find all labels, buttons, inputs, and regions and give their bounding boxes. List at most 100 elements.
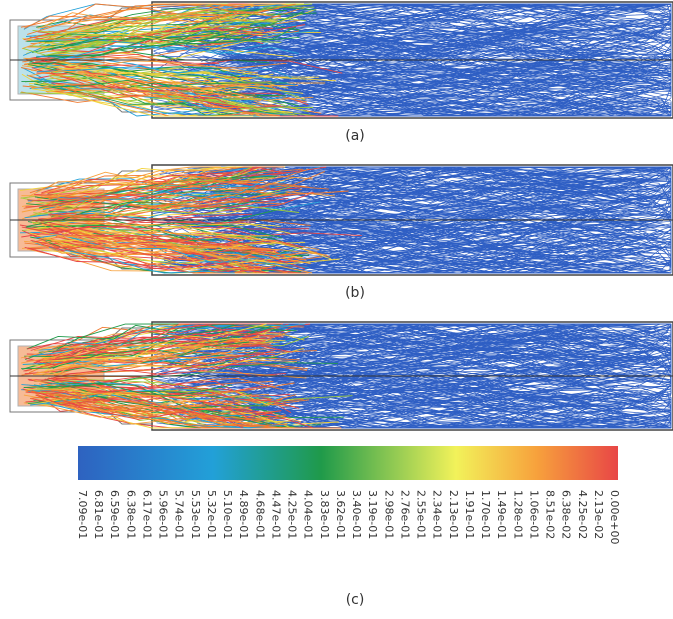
streamline [162, 364, 672, 416]
colorbar-tick-label: 5.74e-01 [173, 490, 186, 539]
jet-streamline [40, 174, 310, 202]
jet-streamline [28, 63, 286, 97]
jet-streamline [41, 349, 276, 381]
jet-streamline [35, 220, 278, 254]
streamline [218, 406, 672, 429]
jet-streamline [29, 177, 234, 194]
colorbar-tick-label: 6.59e-01 [108, 490, 121, 539]
jet-streamline [40, 323, 267, 362]
streamline [191, 32, 672, 80]
colorbar-tick-label: 4.89e-01 [237, 490, 250, 539]
jet-streamline [28, 232, 297, 270]
streamline [186, 53, 559, 101]
jet-streamline [29, 62, 241, 79]
jet-streamline [32, 8, 248, 37]
jet-streamline [45, 17, 307, 56]
jet-streamline [27, 323, 282, 350]
streamline [226, 206, 672, 269]
colorbar-tick-label: 7.09e-01 [76, 490, 89, 539]
streamline [185, 166, 646, 232]
colorbar-tick-label: 5.96e-01 [157, 490, 170, 539]
colorbar-tick-label: 1.28e-01 [511, 490, 524, 539]
jet-streamline [21, 180, 258, 197]
colorbar-tick-label: 3.40e-01 [350, 490, 363, 539]
jet-streamline [25, 193, 263, 208]
streamline [245, 222, 672, 254]
jet-streamline [45, 225, 262, 273]
jet-streamline [45, 91, 242, 109]
colorbar-tick-label: 0.00e+00 [608, 490, 621, 544]
streamline [227, 59, 672, 90]
jet-streamline [48, 168, 310, 200]
streamline [157, 331, 653, 356]
flow-panel [9, 1, 673, 119]
jet-streamline [49, 222, 296, 255]
jet-streamline [43, 324, 276, 363]
streamline [212, 166, 671, 241]
jet-streamline [48, 378, 300, 409]
jet-streamline [49, 190, 349, 217]
colorbar-tick-label: 5.53e-01 [189, 490, 202, 539]
jet-streamline [35, 234, 292, 264]
jet-streamline [30, 239, 249, 270]
jet-streamline [34, 336, 219, 354]
streamline [224, 166, 672, 208]
streamline [224, 56, 672, 95]
streamline [243, 34, 672, 84]
jet-streamline [42, 399, 299, 429]
colorbar-tick-label: 8.51e-02 [544, 490, 557, 539]
streamline [182, 86, 672, 116]
panel-label: (a) [345, 128, 365, 144]
jet-streamline [39, 232, 262, 271]
streamline [229, 391, 672, 417]
streamline [249, 391, 672, 423]
panel-label: (c) [346, 592, 365, 608]
colorbar-tick-label: 1.70e-01 [479, 490, 492, 539]
jet-streamline [32, 337, 252, 375]
colorbar-tick-label: 4.68e-01 [253, 490, 266, 539]
jet-streamline [24, 185, 248, 219]
jet-streamline [49, 371, 253, 411]
jet-streamline [41, 3, 260, 28]
streamline [222, 372, 672, 395]
jet-streamline [27, 62, 299, 106]
colorbar-tick-label: 1.49e-01 [495, 490, 508, 539]
streamline [248, 12, 672, 48]
streamline [212, 10, 672, 44]
streamline [237, 24, 672, 73]
jet-streamline [30, 201, 321, 220]
streamline [185, 209, 672, 244]
streamline [239, 166, 669, 214]
jet-streamline [36, 66, 296, 86]
jet-streamline [56, 56, 287, 69]
jet-streamline [43, 380, 286, 403]
jet-streamline [45, 166, 222, 194]
streamline [155, 240, 672, 267]
jet-streamline [39, 59, 254, 115]
jet-streamline [20, 3, 279, 28]
jet-streamline [24, 353, 261, 366]
colorbar-tick-label: 4.25e-01 [286, 490, 299, 539]
jet-streamline [24, 358, 246, 375]
streamline [230, 211, 633, 250]
jet-streamline [40, 83, 258, 102]
colorbar-tick-label: 3.83e-01 [318, 490, 331, 539]
jet-streamline [55, 379, 353, 404]
colorbar-tick-label: 4.47e-01 [270, 490, 283, 539]
colorbar-tick-label: 1.06e-01 [527, 490, 540, 539]
jet-streamline [41, 25, 251, 47]
streamline [220, 395, 625, 429]
streamline [184, 191, 672, 228]
jet-streamline [31, 88, 254, 117]
jet-streamline [46, 222, 283, 239]
jet-streamline [51, 207, 286, 225]
jet-streamline [55, 170, 325, 220]
streamline [204, 357, 672, 384]
streamline [241, 215, 664, 258]
jet-streamline [23, 195, 255, 209]
colorbar-tick-label: 2.34e-01 [431, 490, 444, 539]
jet-streamline [24, 62, 299, 93]
jet-streamline [36, 8, 287, 28]
colorbar-tick-label: 1.91e-01 [463, 490, 476, 539]
